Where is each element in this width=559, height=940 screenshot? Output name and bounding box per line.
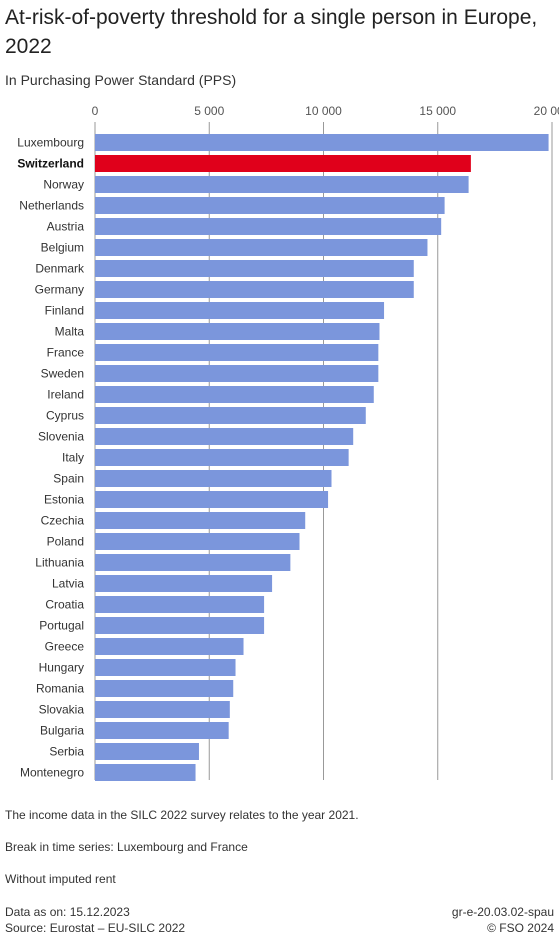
category-label: Switzerland bbox=[17, 157, 84, 171]
bar-bulgaria[interactable] bbox=[95, 722, 229, 739]
bar-serbia[interactable] bbox=[95, 743, 199, 760]
note-imputed-rent: Without imputed rent bbox=[5, 872, 116, 886]
bar-malta[interactable] bbox=[95, 323, 380, 340]
bar-poland[interactable] bbox=[95, 533, 300, 550]
bar-romania[interactable] bbox=[95, 680, 234, 697]
category-label: Germany bbox=[35, 283, 84, 297]
category-label: Estonia bbox=[44, 493, 84, 507]
category-label: Luxembourg bbox=[17, 136, 84, 150]
bar-germany[interactable] bbox=[95, 281, 414, 298]
category-label: Latvia bbox=[52, 577, 84, 591]
footer-right: gr-e-20.03.02-spau © FSO 2024 bbox=[452, 904, 554, 936]
category-label: Romania bbox=[36, 682, 84, 696]
category-label: Italy bbox=[62, 451, 84, 465]
bar-montenegro[interactable] bbox=[95, 764, 196, 781]
category-label: Belgium bbox=[41, 241, 84, 255]
bar-hungary[interactable] bbox=[95, 659, 236, 676]
bar-latvia[interactable] bbox=[95, 575, 273, 592]
category-label: Netherlands bbox=[19, 199, 84, 213]
category-label: Poland bbox=[47, 535, 84, 549]
bar-portugal[interactable] bbox=[95, 617, 265, 634]
category-label: Slovakia bbox=[39, 703, 85, 717]
x-tick-label: 20 000 bbox=[534, 104, 559, 118]
bar-belgium[interactable] bbox=[95, 239, 428, 256]
bar-estonia[interactable] bbox=[95, 491, 329, 508]
chart-subtitle: In Purchasing Power Standard (PPS) bbox=[5, 72, 237, 88]
graphic-code: gr-e-20.03.02-spau bbox=[451, 905, 554, 919]
x-tick-label: 5 000 bbox=[194, 104, 224, 118]
category-label: Malta bbox=[55, 325, 85, 339]
category-label: Norway bbox=[43, 178, 84, 192]
x-tick-label: 0 bbox=[92, 104, 99, 118]
bar-cyprus[interactable] bbox=[95, 407, 366, 424]
bar-luxembourg[interactable] bbox=[95, 134, 549, 151]
bar-croatia[interactable] bbox=[95, 596, 265, 613]
note-income-year: The income data in the SILC 2022 survey … bbox=[5, 808, 359, 822]
bar-czechia[interactable] bbox=[95, 512, 306, 529]
category-label: Montenegro bbox=[20, 766, 84, 780]
bar-sweden[interactable] bbox=[95, 365, 379, 382]
category-label: Bulgaria bbox=[40, 724, 84, 738]
category-label: Ireland bbox=[47, 388, 84, 402]
bar-lithuania[interactable] bbox=[95, 554, 291, 571]
category-label: Serbia bbox=[49, 745, 84, 759]
category-label: Slovenia bbox=[38, 430, 84, 444]
footer-left: Data as on: 15.12.2023 Source: Eurostat … bbox=[5, 904, 185, 936]
x-tick-label: 15 000 bbox=[419, 104, 456, 118]
category-label: Austria bbox=[47, 220, 85, 234]
bar-norway[interactable] bbox=[95, 176, 469, 193]
bar-netherlands[interactable] bbox=[95, 197, 445, 214]
chart-title: At-risk-of-poverty threshold for a singl… bbox=[5, 6, 538, 58]
category-label: Croatia bbox=[45, 598, 84, 612]
category-label: France bbox=[47, 346, 85, 360]
bar-ireland[interactable] bbox=[95, 386, 374, 403]
bar-spain[interactable] bbox=[95, 470, 332, 487]
bar-greece[interactable] bbox=[95, 638, 244, 655]
copyright: © FSO 2024 bbox=[487, 921, 554, 935]
x-tick-label: 10 000 bbox=[305, 104, 342, 118]
bar-austria[interactable] bbox=[95, 218, 442, 235]
bar-finland[interactable] bbox=[95, 302, 385, 319]
category-label: Portugal bbox=[39, 619, 84, 633]
bar-italy[interactable] bbox=[95, 449, 349, 466]
data-date: Data as on: 15.12.2023 bbox=[5, 905, 130, 919]
category-label: Cyprus bbox=[46, 409, 84, 423]
category-label: Greece bbox=[45, 640, 85, 654]
category-label: Lithuania bbox=[35, 556, 84, 570]
category-label: Spain bbox=[53, 472, 84, 486]
note-time-series-break: Break in time series: Luxembourg and Fra… bbox=[5, 840, 248, 854]
category-label: Denmark bbox=[35, 262, 85, 276]
bar-slovenia[interactable] bbox=[95, 428, 354, 445]
bar-chart: 0 5 000 10 000 15 000 20 000 Luxembourg Switze… bbox=[17, 104, 559, 781]
data-source: Source: Eurostat – EU-SILC 2022 bbox=[5, 921, 186, 935]
category-label: Finland bbox=[45, 304, 84, 318]
category-label: Czechia bbox=[41, 514, 85, 528]
bar-switzerland[interactable] bbox=[95, 155, 471, 172]
bar-denmark[interactable] bbox=[95, 260, 414, 277]
bar-slovakia[interactable] bbox=[95, 701, 230, 718]
category-label: Sweden bbox=[41, 367, 84, 381]
category-label: Hungary bbox=[39, 661, 84, 675]
bar-france[interactable] bbox=[95, 344, 379, 361]
